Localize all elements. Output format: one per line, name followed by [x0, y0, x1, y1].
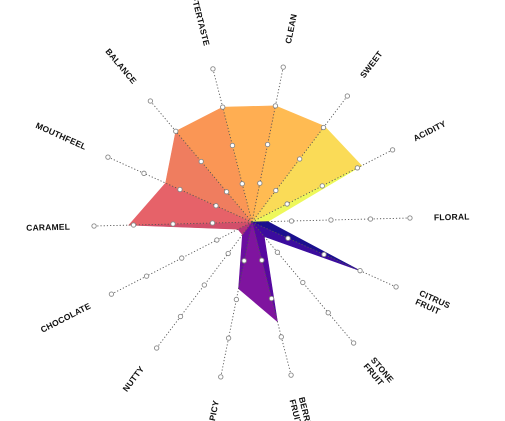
- tick-marker: [367, 216, 374, 222]
- spoke-spicy: [220, 221, 253, 377]
- tick-marker: [170, 221, 176, 227]
- tick-marker: [393, 284, 399, 290]
- tick-marker: [288, 218, 295, 224]
- axis-label-berry-fruit: BERRYFRUIT: [288, 396, 314, 421]
- tick-marker: [357, 268, 363, 274]
- tick-marker: [278, 334, 284, 340]
- tick-marker: [213, 203, 219, 209]
- axis-label-nutty: NUTTY: [120, 364, 146, 394]
- tick-marker: [354, 165, 361, 171]
- tick-marker: [257, 180, 263, 186]
- spoke-caramel: [94, 221, 253, 227]
- spoke-sweet: [251, 95, 348, 223]
- axis-label-sweet: SWEET: [358, 48, 385, 79]
- tick-marker: [274, 249, 281, 255]
- spoke-citrus-fruit: [251, 221, 397, 288]
- tick-marker: [344, 93, 350, 99]
- tick-marker: [284, 201, 290, 207]
- tick-marker: [389, 147, 396, 153]
- tick-marker: [201, 282, 207, 288]
- spoke-berry-fruit: [251, 221, 292, 376]
- axis-label-acidity: ACIDITY: [412, 118, 448, 143]
- tick-marker: [154, 345, 160, 351]
- tick-marker: [285, 235, 291, 241]
- tick-marker: [233, 296, 240, 303]
- tick-marker: [259, 257, 265, 263]
- tick-marker: [225, 250, 231, 257]
- spoke-acidity: [251, 149, 393, 223]
- sector-aftertaste: [222, 105, 276, 223]
- tick-marker: [328, 217, 334, 223]
- tick-marker: [218, 374, 224, 380]
- tick-marker: [141, 170, 147, 176]
- tick-marker: [229, 142, 236, 149]
- tick-marker: [280, 64, 286, 70]
- spoke-balance: [150, 100, 253, 223]
- tick-marker: [220, 104, 226, 110]
- tick-marker: [241, 258, 247, 264]
- tick-marker: [325, 310, 331, 316]
- tick-marker: [268, 295, 275, 302]
- tick-marker: [300, 279, 306, 286]
- tick-marker: [91, 223, 97, 229]
- tick-marker: [321, 251, 327, 258]
- tick-marker: [350, 340, 357, 346]
- spoke-mouthfeel: [107, 156, 253, 223]
- axis-label-spicy: SPICY: [206, 399, 221, 421]
- tick-marker: [105, 154, 111, 160]
- spoke-stone-fruit: [251, 221, 354, 344]
- axis-label-citrus-fruit: CITRUSFRUIT: [414, 288, 452, 319]
- axis-label-caramel: CARAMEL: [26, 222, 70, 233]
- tick-marker: [177, 313, 184, 320]
- tick-marker: [130, 222, 137, 228]
- radar-spokes: [91, 64, 413, 380]
- tick-marker: [177, 186, 183, 193]
- axis-label-clean: CLEAN: [283, 13, 299, 45]
- tick-marker: [210, 66, 216, 72]
- axis-label-balance: BALANCE: [103, 47, 138, 86]
- tick-marker: [288, 372, 294, 378]
- spoke-chocolate: [111, 221, 253, 295]
- tick-marker: [319, 183, 325, 189]
- tick-marker: [223, 189, 230, 195]
- axis-label-mouthfeel: MOUTHFEEL: [34, 120, 88, 152]
- axis-label-aftertaste: AFTERTASTE: [188, 0, 212, 47]
- tick-marker: [297, 156, 303, 162]
- tick-marker: [147, 98, 154, 104]
- tick-marker: [239, 181, 245, 187]
- tick-marker: [143, 273, 150, 279]
- tick-marker: [320, 124, 327, 131]
- axis-label-stone-fruit: STONEFRUIT: [362, 355, 396, 391]
- tick-marker: [209, 220, 216, 226]
- spoke-nutty: [156, 221, 253, 349]
- spoke-floral: [251, 217, 410, 223]
- tick-marker: [198, 158, 204, 165]
- tick-marker: [264, 141, 271, 148]
- tick-marker: [407, 215, 413, 221]
- tick-marker: [273, 187, 279, 194]
- tick-marker: [214, 237, 220, 243]
- tick-marker: [225, 335, 232, 341]
- spoke-aftertaste: [212, 68, 253, 223]
- tick-marker: [179, 255, 185, 261]
- spoke-clean: [251, 67, 284, 223]
- axis-label-chocolate: CHOCOLATE: [39, 301, 93, 335]
- tick-marker: [272, 103, 279, 109]
- tick-marker: [108, 291, 115, 297]
- axis-label-floral: FLORAL: [434, 211, 470, 222]
- tick-marker: [173, 128, 179, 134]
